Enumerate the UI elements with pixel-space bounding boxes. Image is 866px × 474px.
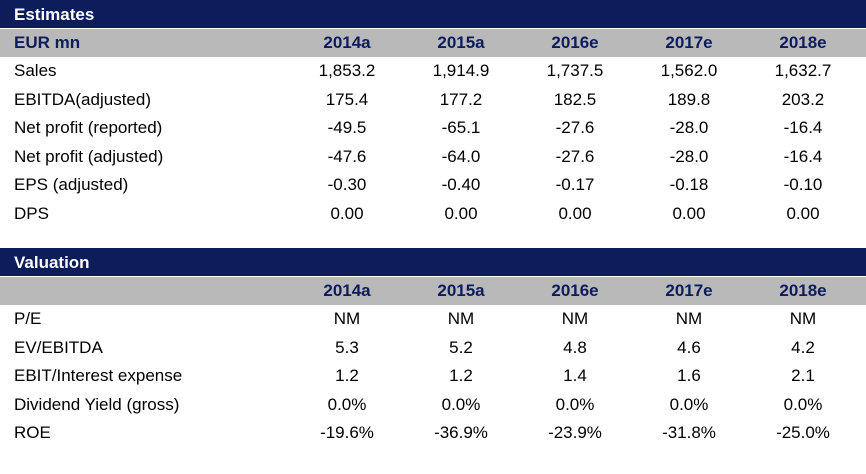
table-cell: -0.18 xyxy=(669,175,709,194)
valuation-section-title: Valuation xyxy=(0,248,866,277)
row-label: Dividend Yield (gross) xyxy=(14,394,180,414)
table-cell: 4.6 xyxy=(677,337,701,357)
table-row: EPS (adjusted) -0.30 -0.40 -0.17 -0.18 -… xyxy=(0,171,866,200)
row-label: EPS (adjusted) xyxy=(14,175,129,194)
table-cell: 0.0% xyxy=(555,394,595,414)
table-cell: NM xyxy=(561,309,589,328)
table-cell: 0.0% xyxy=(327,394,367,414)
table-cell: 182.5 xyxy=(553,89,597,109)
section-divider xyxy=(0,228,866,248)
table-cell: -65.1 xyxy=(441,118,481,137)
table-cell: 177.2 xyxy=(439,89,483,109)
year-header: 2018e xyxy=(779,33,827,52)
table-row: Net profit (adjusted) -47.6 -64.0 -27.6 … xyxy=(0,143,866,172)
table-row: Dividend Yield (gross) 0.0% 0.0% 0.0% 0.… xyxy=(0,391,866,420)
table-cell: 2.1 xyxy=(791,366,815,385)
estimates-column-header: EUR mn 2014a 2015a 2016e 2017e 2018e xyxy=(0,29,866,57)
table-row: EBIT/Interest expense 1.2 1.2 1.4 1.6 2.… xyxy=(0,362,866,391)
row-label: Sales xyxy=(14,61,57,80)
table-cell: 1,632.7 xyxy=(774,61,832,80)
year-header: 2018e xyxy=(779,281,827,300)
table-cell: NM xyxy=(675,309,703,328)
table-cell: -16.4 xyxy=(783,146,823,166)
table-row: EBITDA(adjusted) 175.4 177.2 182.5 189.8… xyxy=(0,86,866,115)
estimates-section-title: Estimates xyxy=(0,0,866,29)
table-cell: 1,737.5 xyxy=(546,61,604,80)
table-cell: 0.00 xyxy=(444,203,478,223)
year-header: 2016e xyxy=(551,33,599,52)
table-cell: 0.0% xyxy=(441,394,481,414)
table-cell: -28.0 xyxy=(669,118,709,137)
table-cell: 4.8 xyxy=(563,337,587,357)
table-cell: 203.2 xyxy=(781,89,825,109)
table-cell: 1,853.2 xyxy=(318,61,376,80)
table-cell: -0.10 xyxy=(783,175,823,194)
table-row: EV/EBITDA 5.3 5.2 4.8 4.6 4.2 xyxy=(0,334,866,363)
table-cell: 4.2 xyxy=(791,337,815,357)
table-cell: -0.40 xyxy=(441,175,481,194)
table-cell: 1.6 xyxy=(677,366,701,385)
table-cell: 0.0% xyxy=(669,394,709,414)
table-cell: -25.0% xyxy=(776,423,830,442)
table-cell: 1,562.0 xyxy=(660,61,718,80)
table-cell: NM xyxy=(789,309,817,328)
table-cell: 5.3 xyxy=(335,337,359,357)
table-cell: 175.4 xyxy=(325,89,369,109)
row-label: EBIT/Interest expense xyxy=(14,366,183,385)
year-header: 2014a xyxy=(323,281,371,300)
row-label: DPS xyxy=(14,203,49,223)
table-cell: 0.00 xyxy=(558,203,592,223)
table-cell: 189.8 xyxy=(667,89,711,109)
unit-label: EUR mn xyxy=(14,33,81,52)
year-header: 2014a xyxy=(323,33,371,52)
table-row: P/E NM NM NM NM NM xyxy=(0,305,866,334)
table-row: ROE -19.6% -36.9% -23.9% -31.8% -25.0% xyxy=(0,419,866,448)
row-label: EBITDA(adjusted) xyxy=(14,89,151,109)
table-cell: -31.8% xyxy=(662,423,716,442)
year-header: 2015a xyxy=(437,281,485,300)
table-cell: -19.6% xyxy=(320,423,374,442)
unit-label-empty xyxy=(0,277,290,305)
table-cell: -49.5 xyxy=(327,118,367,137)
table-cell: 1,914.9 xyxy=(432,61,490,80)
table-cell: 1.2 xyxy=(335,366,359,385)
row-label: P/E xyxy=(14,309,42,328)
table-cell: -64.0 xyxy=(441,146,481,166)
table-cell: -0.30 xyxy=(327,175,367,194)
row-label: Net profit (reported) xyxy=(14,118,163,137)
financial-tables: Estimates EUR mn 2014a 2015a 2016e 2017e… xyxy=(0,0,866,448)
table-cell: NM xyxy=(333,309,361,328)
table-cell: -27.6 xyxy=(555,146,595,166)
table-cell: 0.00 xyxy=(672,203,706,223)
table-cell: -47.6 xyxy=(327,146,367,166)
table-cell: -0.17 xyxy=(555,175,595,194)
table-cell: -28.0 xyxy=(669,146,709,166)
table-cell: 1.4 xyxy=(563,366,587,385)
table-cell: 0.0% xyxy=(783,394,823,414)
table-cell: -23.9% xyxy=(548,423,602,442)
table-cell: 1.2 xyxy=(449,366,473,385)
year-header: 2017e xyxy=(665,33,713,52)
valuation-column-header: 2014a 2015a 2016e 2017e 2018e xyxy=(0,277,866,305)
table-cell: 0.00 xyxy=(786,203,820,223)
table-cell: 0.00 xyxy=(330,203,364,223)
table-row: DPS 0.00 0.00 0.00 0.00 0.00 xyxy=(0,200,866,229)
row-label: Net profit (adjusted) xyxy=(14,146,164,166)
table-cell: 5.2 xyxy=(449,337,473,357)
year-header: 2016e xyxy=(551,281,599,300)
table-cell: NM xyxy=(447,309,475,328)
table-cell: -16.4 xyxy=(783,118,823,137)
year-header: 2017e xyxy=(665,281,713,300)
year-header: 2015a xyxy=(437,33,485,52)
table-row: Sales 1,853.2 1,914.9 1,737.5 1,562.0 1,… xyxy=(0,57,866,86)
table-cell: -27.6 xyxy=(555,118,595,137)
row-label: ROE xyxy=(14,423,51,442)
table-row: Net profit (reported) -49.5 -65.1 -27.6 … xyxy=(0,114,866,143)
table-cell: -36.9% xyxy=(434,423,488,442)
row-label: EV/EBITDA xyxy=(14,337,103,357)
